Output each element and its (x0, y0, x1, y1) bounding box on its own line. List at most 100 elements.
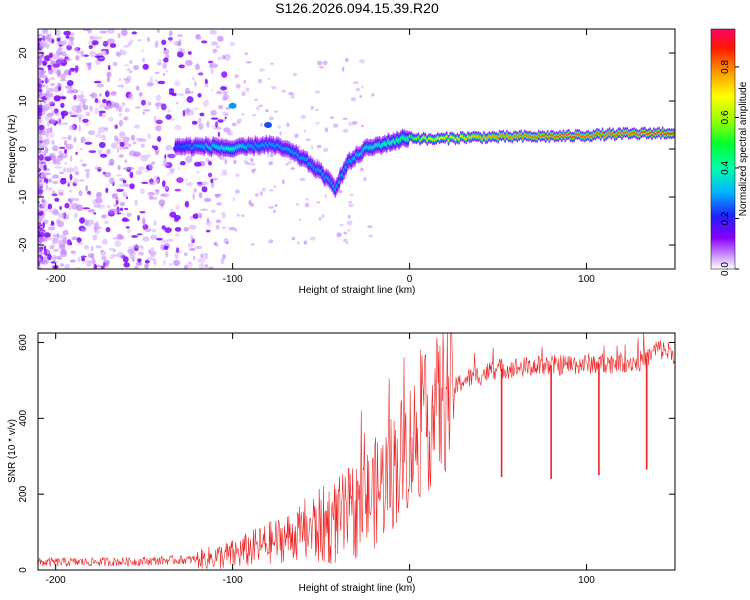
noise-blob (76, 237, 82, 243)
noise-blob (167, 153, 176, 159)
ridge-mark (654, 132, 657, 135)
noise-blob (55, 112, 60, 116)
noise-blob (202, 181, 208, 186)
noise-blob (126, 68, 131, 71)
noise-blob (254, 192, 259, 198)
noise-blob (56, 233, 60, 239)
noise-blob (94, 167, 102, 170)
noise-blob (174, 80, 181, 87)
noise-blob (190, 234, 194, 241)
noise-blob (192, 193, 195, 200)
ridge-mark (532, 135, 535, 138)
noise-blob (290, 95, 295, 99)
ridge-mark (452, 136, 455, 139)
noise-blob (127, 42, 133, 46)
noise-blob (168, 262, 173, 267)
noise-blob (165, 114, 172, 120)
noise-blob (177, 93, 185, 96)
ridge-mark (523, 133, 526, 136)
colorbar: 0.0 0.2 0.4 0.6 0.8 Normalized spectral ampl… (710, 28, 749, 276)
noise-blob (131, 31, 137, 35)
noise-blob (231, 122, 237, 127)
noise-blob (124, 159, 127, 164)
ridge-mark (541, 134, 544, 137)
figure-title: S126.2026.094.15.39.R20 (275, 0, 439, 16)
noise-blob (65, 35, 70, 39)
noise-blob (259, 191, 263, 196)
noise-blob (142, 236, 150, 242)
noise-blob (88, 130, 95, 136)
ridge-mark (613, 134, 616, 137)
noise-blob (101, 214, 107, 219)
noise-blob (95, 193, 102, 199)
noise-blob (224, 116, 227, 120)
noise-blob (38, 176, 43, 180)
noise-blob (155, 191, 160, 195)
noise-blob (123, 64, 130, 67)
noise-blob (68, 36, 75, 42)
ridge-mark (661, 130, 664, 133)
noise-blob (154, 40, 159, 48)
noise-blob (202, 100, 209, 107)
noise-blob (217, 119, 224, 123)
noise-blob (198, 192, 203, 199)
ridge-mark (429, 137, 432, 140)
noise-blob (122, 179, 127, 184)
noise-blob (87, 29, 92, 34)
noise-blob (323, 147, 329, 153)
noise-blob (152, 228, 157, 233)
noise-blob (150, 234, 158, 240)
noise-blob (76, 107, 82, 114)
noise-blob (53, 249, 59, 252)
ridge-mark (626, 131, 629, 134)
noise-blob (163, 47, 167, 51)
noise-blob (270, 62, 274, 65)
noise-blob (87, 190, 91, 195)
noise-blob (187, 51, 192, 55)
ridge-mark (649, 131, 652, 134)
noise-blob (185, 178, 188, 182)
noise-blob (38, 154, 44, 161)
noise-blob (50, 261, 56, 264)
noise-blob (204, 197, 212, 203)
noise-blob (144, 228, 152, 233)
noise-blob (142, 111, 145, 115)
ridge-mark (622, 131, 625, 134)
noise-blob (150, 247, 155, 252)
noise-blob (54, 86, 59, 93)
noise-blob (53, 122, 57, 126)
noise-blob (168, 30, 173, 37)
noise-blob (89, 105, 93, 112)
noise-blob (38, 234, 43, 237)
noise-blob (41, 80, 44, 84)
noise-blob (218, 104, 224, 110)
noise-blob (297, 241, 300, 245)
noise-blob (45, 187, 53, 191)
noise-blob (113, 102, 120, 109)
noise-blob (102, 171, 106, 175)
noise-blob (128, 144, 132, 147)
noise-blob (93, 203, 102, 208)
noise-blob (83, 54, 89, 57)
noise-blob (53, 95, 61, 102)
noise-blob (178, 48, 184, 53)
ridge-mark (509, 135, 512, 139)
noise-blob (149, 76, 154, 83)
noise-blob (165, 54, 170, 59)
noise-blob (299, 177, 306, 181)
noise-blob (350, 97, 356, 102)
noise-blob (52, 53, 60, 60)
noise-blob (101, 255, 107, 261)
noise-blob (75, 67, 78, 74)
noise-blob (54, 60, 57, 64)
noise-blob (148, 195, 154, 200)
noise-blob (115, 51, 122, 57)
snr-x-axis: -200 -100 0 100 (46, 333, 595, 586)
noise-blob (98, 103, 106, 109)
noise-blob (154, 189, 160, 192)
noise-blob (38, 129, 42, 135)
noise-blob (87, 63, 92, 71)
y-tick-label: 0 (18, 146, 29, 152)
noise-blob (178, 64, 185, 69)
ridge-mark (580, 135, 583, 138)
